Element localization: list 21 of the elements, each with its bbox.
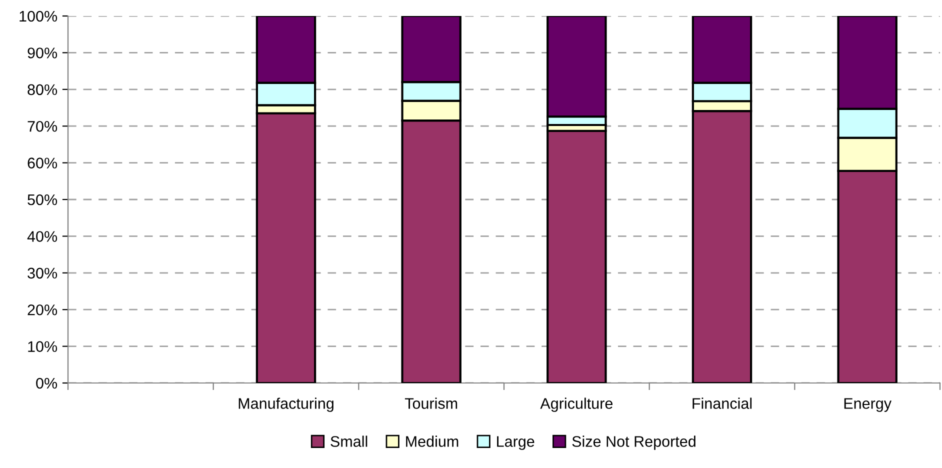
y-tick-label: 60% [28,158,58,168]
y-tick-label: 80% [28,84,58,96]
y-tick-label: 90% [28,48,58,58]
x-tick-label: Tourism [404,398,458,409]
y-tick-label: 50% [28,194,58,206]
x-tick-label: Financial [692,398,752,409]
x-tick-label: Manufacturing [238,398,334,412]
legend-label: Large [497,436,534,450]
legend-label: Small [330,436,368,447]
y-tick-label: 10% [28,341,58,352]
legend-label: Medium [406,436,458,447]
y-tick-label: 0% [36,378,58,389]
y-tick-label: 30% [28,268,58,279]
x-tick-label: Agriculture [540,398,612,412]
y-tick-label: 100% [20,10,58,22]
x-tick-label: Energy [844,398,892,412]
y-tick-label: 70% [28,120,58,132]
legend-label: Size Not Reported [572,436,696,450]
y-tick-label: 40% [27,231,58,242]
y-tick-label: 20% [28,304,58,316]
bar [546,130,607,383]
